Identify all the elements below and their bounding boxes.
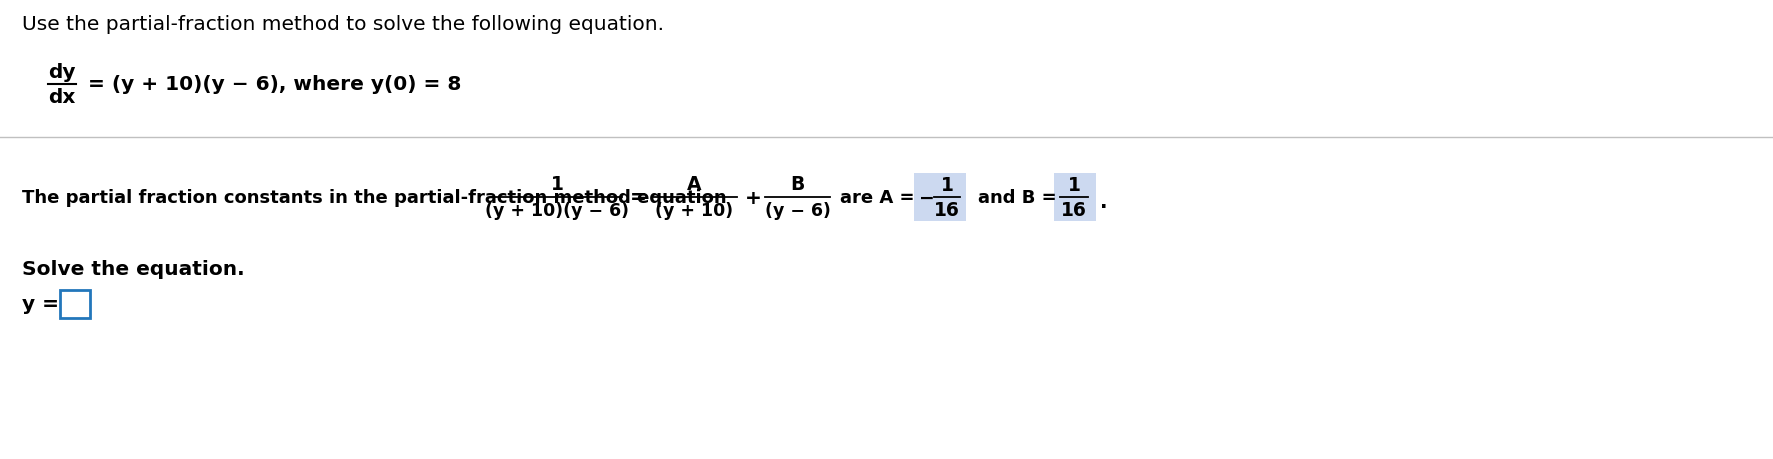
Text: A: A <box>688 174 702 194</box>
Text: = (y + 10)(y − 6), where y(0) = 8: = (y + 10)(y − 6), where y(0) = 8 <box>89 75 461 94</box>
Text: −: − <box>918 188 934 207</box>
FancyBboxPatch shape <box>1053 174 1096 222</box>
Text: Use the partial-fraction method to solve the following equation.: Use the partial-fraction method to solve… <box>21 15 665 34</box>
Text: 16: 16 <box>1060 201 1087 219</box>
Text: The partial fraction constants in the partial-fraction method equation: The partial fraction constants in the pa… <box>21 189 727 207</box>
Text: +: + <box>745 188 762 207</box>
Text: =: = <box>629 188 647 207</box>
FancyBboxPatch shape <box>915 174 966 222</box>
Text: 1: 1 <box>940 176 954 195</box>
Text: 1: 1 <box>1067 176 1080 195</box>
Text: are A =: are A = <box>840 189 915 207</box>
Text: dx: dx <box>48 88 76 107</box>
Text: (y + 10)(y − 6): (y + 10)(y − 6) <box>486 202 629 219</box>
Text: 1: 1 <box>551 174 564 194</box>
Text: and B =: and B = <box>979 189 1057 207</box>
Text: (y + 10): (y + 10) <box>656 202 734 219</box>
Text: B: B <box>791 174 805 194</box>
Text: Solve the equation.: Solve the equation. <box>21 259 245 279</box>
Text: .: . <box>1099 192 1108 211</box>
FancyBboxPatch shape <box>60 291 90 318</box>
Text: 16: 16 <box>934 201 959 219</box>
Text: y =: y = <box>21 295 59 314</box>
Text: dy: dy <box>48 63 76 82</box>
Text: (y − 6): (y − 6) <box>764 202 830 219</box>
